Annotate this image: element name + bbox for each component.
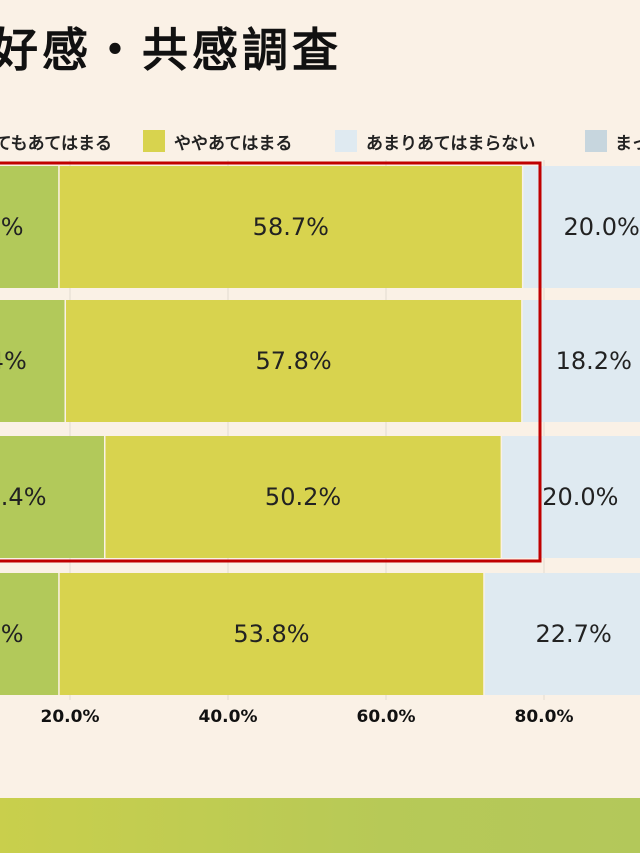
x-tick-label-1: 40.0%: [199, 707, 258, 727]
data-label-r1-s1: 57.8%: [255, 347, 331, 375]
chart-title: 好感・共感調査: [0, 23, 342, 77]
legend-swatch-somewhat: [143, 130, 165, 152]
x-tick-label-2: 60.0%: [357, 707, 416, 727]
bar-r3-s2: [483, 573, 640, 695]
legend-swatch-not-at-all: [585, 130, 607, 152]
data-label-r1-s0: 19.4%: [0, 347, 27, 375]
bar-r3-s0: [0, 573, 59, 695]
stacked-bar-chart: 18.6% 58.7% 20.0% 19.4% 57.8% 18.2% 24.4% 50.2%…: [0, 160, 640, 727]
data-label-r3-s2: 22.7%: [536, 620, 612, 648]
bar-r1-s2: [521, 300, 640, 422]
footer-band: [0, 798, 640, 853]
bar-r0-s2: [522, 166, 640, 288]
data-label-r0-s0: 18.6%: [0, 213, 24, 241]
bar-r2-s0: [0, 436, 105, 558]
data-label-r3-s1: 53.8%: [233, 620, 309, 648]
legend-label-very: とてもあてはまる: [0, 134, 112, 154]
bar-r2-s2: [501, 436, 640, 558]
bar-r2-s1: [104, 436, 502, 558]
legend-swatch-not-much: [335, 130, 357, 152]
x-tick-label-3: 80.0%: [515, 707, 574, 727]
data-label-r0-s2: 20.0%: [564, 213, 640, 241]
legend: とてもあてはまる ややあてはまる あまりあてはまらない まったくあてはまらない: [0, 128, 640, 154]
bar-r1-s0: [0, 300, 66, 422]
data-label-r2-s2: 20.0%: [542, 483, 618, 511]
highlight-box: [0, 161, 542, 563]
legend-label-somewhat: ややあてはまる: [174, 134, 293, 154]
data-label-r1-s2: 18.2%: [556, 347, 632, 375]
bar-r0-s1: [58, 166, 523, 288]
bar-r0-s0: [0, 166, 59, 288]
legend-label-not-at-all: まったくあてはまらない: [615, 134, 640, 154]
data-label-r2-s1: 50.2%: [265, 483, 341, 511]
data-label-r2-s0: 24.4%: [0, 483, 47, 511]
x-tick-label-0: 20.0%: [41, 707, 100, 727]
data-label-r0-s1: 58.7%: [253, 213, 329, 241]
bar-r1-s1: [65, 300, 522, 422]
legend-label-not-much: あまりあてはまらない: [366, 134, 536, 154]
bar-r3-s1: [58, 573, 484, 695]
data-label-r3-s0: 18.6%: [0, 620, 24, 648]
